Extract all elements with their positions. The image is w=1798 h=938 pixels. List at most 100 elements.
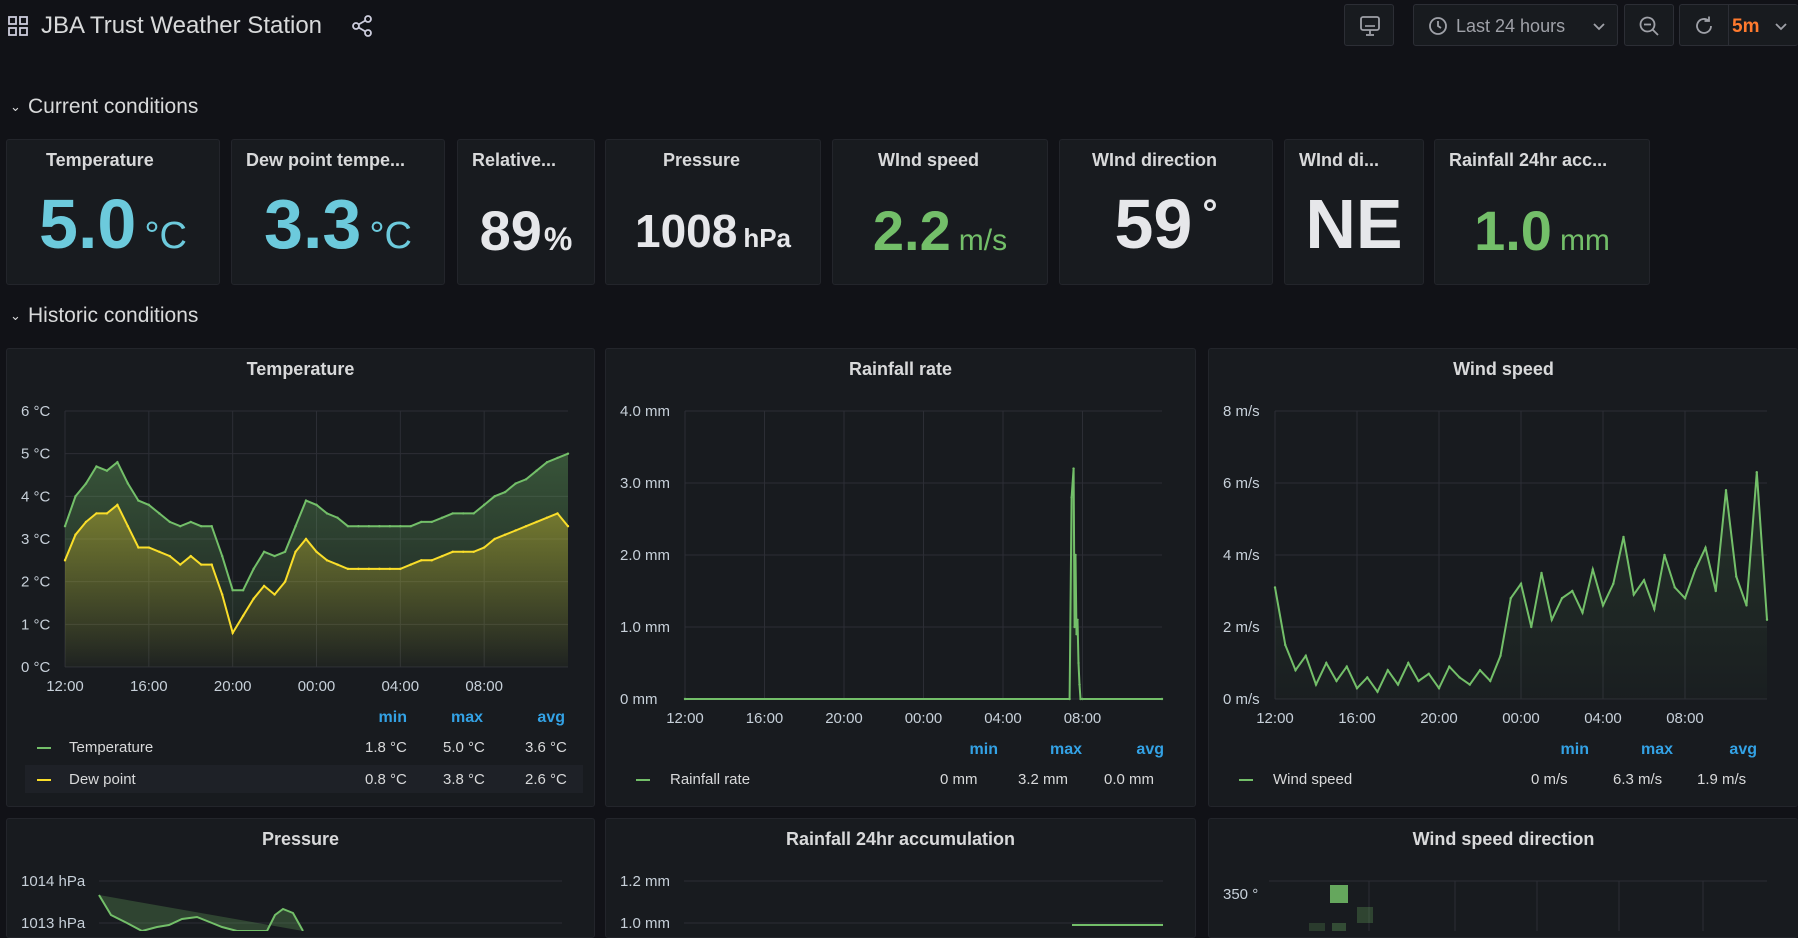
legend-row-dew-point[interactable]: Dew point 0.8 °C 3.8 °C 2.6 °C [25, 765, 583, 793]
stat-panel-wind-direction-cardinal[interactable]: WInd di... NE [1284, 139, 1424, 285]
chevron-down-icon: ⌄ [10, 308, 21, 324]
legend-series-name: Temperature [69, 739, 154, 756]
stat-panel-dew-point[interactable]: Dew point tempe... 3.3 °C [231, 139, 445, 285]
panel-title: WInd di... [1299, 150, 1379, 170]
panel-rainfall-rate[interactable]: Rainfall rate 0 mm 1.0 mm 2.0 mm 3.0 mm 4.0 … [605, 348, 1196, 807]
stat-value-display: NE [1285, 184, 1423, 264]
stat-value: 89 [479, 199, 542, 262]
dashboard-title[interactable]: JBA Trust Weather Station [41, 12, 323, 39]
dashboards-grid-icon[interactable] [8, 16, 28, 36]
row-historic-conditions[interactable]: ⌄ Historic conditions [10, 304, 198, 328]
stat-unit: °C [144, 215, 187, 257]
rainfall-accumulation-chart[interactable]: 1.2 mm 1.0 mm [606, 819, 1196, 931]
panel-wind-speed-direction[interactable]: Wind speed direction 350 ° [1208, 818, 1798, 938]
x-tick-label: 08:00 [465, 678, 503, 695]
time-range-picker[interactable]: Last 24 hours [1413, 4, 1618, 46]
chevron-down-icon: ⌄ [10, 99, 21, 115]
legend-header-min: min [378, 709, 407, 726]
stat-unit: hPa [743, 223, 792, 253]
data-point [189, 520, 192, 524]
refresh-icon [1696, 16, 1712, 34]
y-tick-label: 4.0 mm [620, 403, 670, 420]
data-point [283, 580, 287, 583]
x-tick-label: 00:00 [298, 678, 336, 695]
temperature-chart[interactable]: 0 °C 1 °C 2 °C 3 °C 4 °C 5 °C 6 °C 12:00 16:00 20… [7, 349, 595, 699]
stat-value-display: 89% [458, 198, 594, 263]
refresh-interval-picker[interactable]: 5m [1732, 16, 1760, 37]
x-tick-label: 20:00 [1420, 710, 1458, 727]
row-current-conditions[interactable]: ⌄ Current conditions [10, 95, 198, 119]
y-tick-label: 2 m/s [1223, 619, 1260, 636]
x-tick-label: 12:00 [666, 710, 704, 727]
data-point [1076, 618, 1079, 621]
wind-speed-chart[interactable]: 0 m/s 2 m/s 4 m/s 6 m/s 8 m/s 12:00 16:00 20:00… [1209, 349, 1798, 731]
stat-panel-relative-humidity[interactable]: Relative... 89% [457, 139, 595, 285]
heatmap-cell [1330, 885, 1348, 903]
legend-row-wind-speed[interactable]: Wind speed 0 m/s 6.3 m/s 1.9 m/s [1227, 765, 1787, 793]
panel-wind-speed[interactable]: Wind speed 0 m/s 2 m/s 4 m/s 6 m/s 8 m/s 12:0… [1208, 348, 1798, 807]
wind-direction-heatmap[interactable]: 350 ° [1209, 819, 1798, 931]
chevron-down-icon [1593, 23, 1605, 31]
data-point [168, 520, 171, 524]
zoom-out-button[interactable] [1624, 4, 1674, 46]
stat-value: 5.0 [39, 185, 137, 263]
legend-row-temperature[interactable]: Temperature 1.8 °C 5.0 °C 3.6 °C [25, 733, 583, 761]
data-point [273, 554, 276, 558]
data-point [116, 503, 119, 507]
legend-row-rainfall-rate[interactable]: Rainfall rate 0 mm 3.2 mm 0.0 mm [624, 765, 1184, 793]
panel-temperature[interactable]: Temperature 0 °C 1 °C 2 °C 3 °C 4 °C 5 °C 6 °C… [6, 348, 595, 807]
data-point [1407, 661, 1410, 665]
data-point [1653, 607, 1656, 611]
data-point [1074, 553, 1077, 557]
legend-header-min: min [1560, 741, 1589, 758]
legend: min max avg Temperature 1.8 °C 5.0 °C 3.… [25, 709, 583, 799]
stat-panel-wind-direction[interactable]: WInd direction 59 ° [1059, 139, 1273, 285]
pressure-chart[interactable]: 1014 hPa 1013 hPa [7, 819, 595, 931]
data-point [388, 525, 392, 528]
rainfall-rate-chart[interactable]: 0 mm 1.0 mm 2.0 mm 3.0 mm 4.0 mm 12:00 16:00 20… [606, 349, 1196, 731]
panel-rainfall-accumulation[interactable]: Rainfall 24hr accumulation 1.2 mm 1.0 mm [605, 818, 1196, 938]
series-swatch [636, 779, 650, 781]
stat-panel-pressure[interactable]: Pressure 1008 hPa [605, 139, 821, 285]
data-point [252, 597, 255, 600]
data-point [1070, 496, 1073, 499]
panel-title: Pressure [663, 150, 741, 170]
data-point [1499, 654, 1502, 657]
data-point [158, 512, 161, 515]
panel-title: Temperature [246, 359, 355, 379]
refresh-button[interactable]: 5m [1679, 4, 1798, 46]
data-point [462, 512, 465, 515]
stat-unit: °C [369, 215, 412, 257]
tv-mode-button[interactable] [1344, 4, 1394, 46]
data-point [1612, 582, 1615, 585]
data-point [1540, 571, 1543, 575]
data-point [294, 525, 297, 528]
stat-value: 2.2 [872, 199, 951, 262]
data-point [168, 554, 171, 558]
data-point [1160, 697, 1164, 701]
data-point [262, 584, 266, 588]
data-point [441, 554, 444, 558]
legend-max: 6.3 m/s [1613, 771, 1663, 788]
data-point [472, 512, 475, 515]
share-icon[interactable] [350, 14, 374, 38]
data-point [409, 563, 413, 566]
stat-panel-temperature[interactable]: Temperature 5.0 °C [6, 139, 220, 285]
data-point [430, 520, 433, 524]
data-point [1571, 589, 1574, 593]
data-point [1437, 687, 1441, 690]
series-swatch [1239, 779, 1253, 781]
stat-panel-wind-speed[interactable]: WInd speed 2.2 m/s [832, 139, 1048, 285]
data-point [1294, 669, 1297, 672]
stat-panel-rainfall-accumulation[interactable]: Rainfall 24hr acc... 1.0 mm [1434, 139, 1650, 285]
panel-pressure[interactable]: Pressure 1014 hPa 1013 hPa [6, 818, 595, 938]
stat-value-display: 5.0 °C [7, 184, 219, 264]
y-tick-label: 1014 hPa [21, 873, 86, 890]
legend-min: 0 mm [940, 771, 978, 788]
y-tick-label: 1.2 mm [620, 873, 670, 890]
stat-value: 1.0 [1474, 199, 1552, 262]
legend: min max avg Wind speed 0 m/s 6.3 m/s 1.9… [1227, 741, 1787, 801]
data-point [1079, 697, 1082, 701]
data-point [147, 546, 151, 549]
data-point [367, 525, 371, 528]
